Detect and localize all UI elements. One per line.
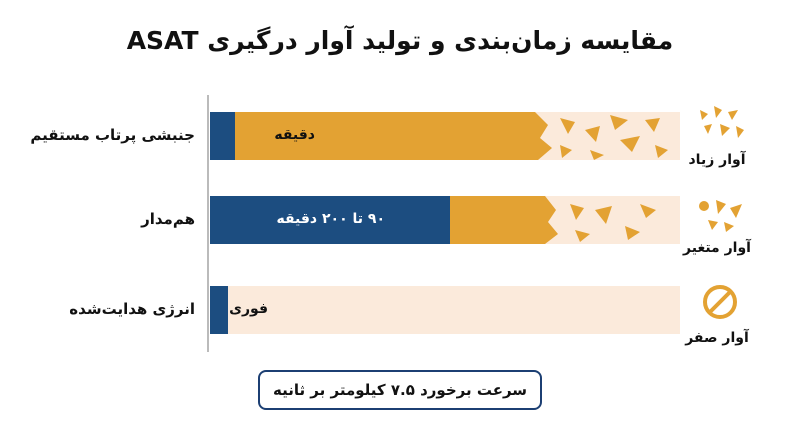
debris-bar (235, 112, 535, 160)
timing-label: فوری (229, 301, 268, 317)
shatter (545, 196, 558, 244)
debris-label: آوار زیاد (688, 152, 746, 168)
time-bar (210, 286, 228, 334)
title: مقایسه زمان‌بندی و تولید آوار درگیری ASA… (126, 26, 674, 55)
debris-icon (700, 106, 744, 138)
shatter (535, 112, 552, 160)
track (210, 286, 680, 334)
row-label: هم‌مدار (141, 210, 195, 228)
fragments (570, 204, 656, 242)
fragments (560, 115, 668, 160)
debris-bar (450, 196, 545, 244)
timing-label: ۹۰ تا ۲۰۰ دقیقه (276, 211, 385, 227)
no-debris-icon (703, 285, 737, 319)
time-bar (210, 196, 450, 244)
timing-label: دقیقه (274, 127, 315, 143)
row-label: انرژی هدایت‌شده (69, 300, 195, 318)
row-label: جنبشی پرتاب مستقیم (30, 126, 195, 144)
debris-icon (699, 200, 742, 232)
debris-label: آوار صفر (685, 330, 749, 346)
time-bar (210, 112, 235, 160)
debris-label: آوار متغیر (683, 240, 751, 256)
footer-note: سرعت برخورد ۷.۵ کیلومتر بر ثانیه (258, 370, 542, 410)
